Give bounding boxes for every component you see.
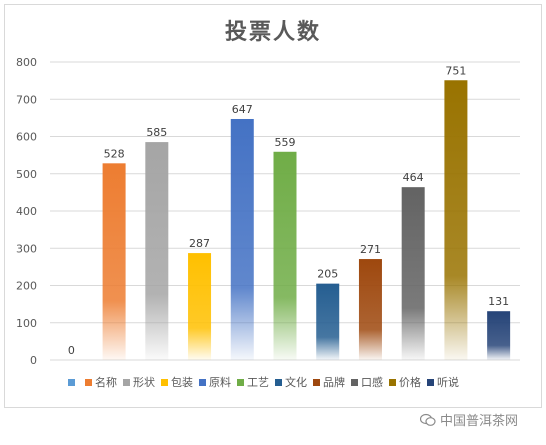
bar-layer [102,80,511,361]
y-tick-label: 600 [16,131,37,144]
bar-形状 [145,142,169,360]
bar-价格 [444,80,468,360]
bar-品牌 [358,259,382,360]
data-labels: 0 528 585 287 647 559 205 271 464 751 131 [68,64,509,357]
data-label: 271 [360,243,381,256]
legend-label: 价格 [399,375,421,389]
legend-swatch [123,379,130,386]
legend: 名称 形状 包装 原料 工艺 文化 品牌 口感 价格 听说 [68,375,459,389]
bar-名称 [102,163,126,360]
legend-label: 品牌 [323,375,345,389]
y-tick-label: 100 [16,317,37,330]
legend-swatch [275,379,282,386]
data-label: 287 [189,237,210,250]
chart-title: 投票人数 [224,20,321,45]
legend-swatch [427,379,434,386]
y-tick-label: 500 [16,168,37,181]
y-tick-label: 0 [30,354,37,367]
legend-label: 文化 [285,375,307,389]
bar-包装 [188,253,212,360]
bar-听说 [487,311,511,360]
watermark: 中国普洱茶网 [420,410,518,429]
legend-swatch [389,379,396,386]
legend-label: 名称 [95,375,117,389]
legend-swatch [161,379,168,386]
data-label: 464 [403,171,424,184]
legend-label: 工艺 [247,376,269,389]
y-tick-label: 700 [16,93,37,106]
data-label: 131 [488,295,509,308]
legend-label: 包装 [171,376,193,389]
legend-swatch [351,379,358,386]
legend-label: 原料 [209,375,231,389]
data-label: 647 [232,103,253,116]
data-label: 559 [275,136,296,149]
y-tick-label: 200 [16,280,37,293]
y-tick-label: 400 [16,205,37,218]
y-tick-label: 800 [16,56,37,69]
legend-swatch [68,379,75,386]
legend-label: 口感 [361,376,383,389]
legend-swatch [313,379,320,386]
data-label: 0 [68,344,75,357]
legend-swatch [237,379,244,386]
y-tick-labels: 0 100 200 300 400 500 600 700 800 [16,56,37,367]
legend-label: 形状 [133,375,155,389]
bar-原料 [230,118,254,361]
data-label: 528 [104,147,125,160]
y-tick-label: 300 [16,242,37,255]
bar-工艺 [273,151,297,360]
bar-口感 [401,187,425,360]
data-label: 205 [317,268,338,281]
data-label: 751 [445,64,466,77]
legend-swatch [199,379,206,386]
watermark-text: 中国普洱茶网 [440,414,519,429]
bar-文化 [316,283,340,360]
legend-swatch [85,379,92,386]
data-label: 585 [146,126,167,139]
wechat-icon [420,413,436,426]
legend-label: 听说 [437,375,459,389]
